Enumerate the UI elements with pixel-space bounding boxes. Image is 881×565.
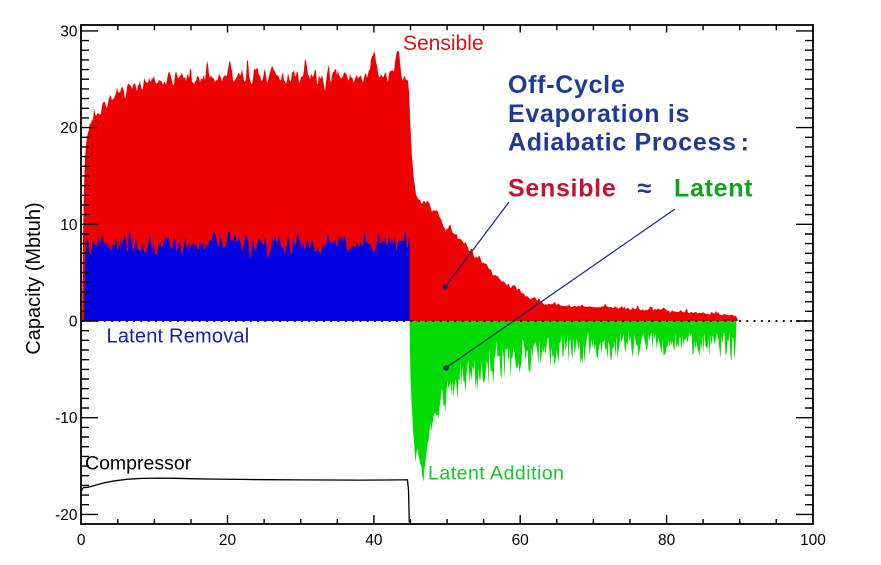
svg-text:60: 60 <box>512 532 530 549</box>
svg-text:20: 20 <box>60 120 78 137</box>
svg-text:80: 80 <box>658 532 676 549</box>
svg-text:Compressor: Compressor <box>85 453 192 475</box>
svg-text:-10: -10 <box>55 410 78 427</box>
svg-text:Latent Removal: Latent Removal <box>107 326 250 348</box>
svg-text:Off-Cycle: Off-Cycle <box>508 71 625 99</box>
svg-text:Capacity (Mbtuh): Capacity (Mbtuh) <box>23 202 45 354</box>
svg-text:Evaporation is: Evaporation is <box>508 100 690 128</box>
svg-text:Adiabatic Process:: Adiabatic Process: <box>508 129 750 157</box>
svg-text:100: 100 <box>800 532 826 549</box>
svg-text:Sensible: Sensible <box>403 32 484 55</box>
svg-text:20: 20 <box>219 532 237 549</box>
svg-text:≈: ≈ <box>638 175 652 203</box>
svg-text:40: 40 <box>365 532 383 549</box>
svg-text:Sensible: Sensible <box>508 175 616 203</box>
svg-text:0: 0 <box>77 532 86 549</box>
svg-text:30: 30 <box>60 23 78 40</box>
svg-text:0: 0 <box>69 314 78 331</box>
svg-text:10: 10 <box>60 217 78 234</box>
svg-text:Latent: Latent <box>674 175 753 203</box>
svg-text:-20: -20 <box>55 507 78 524</box>
svg-text:Latent Addition: Latent Addition <box>428 463 565 485</box>
